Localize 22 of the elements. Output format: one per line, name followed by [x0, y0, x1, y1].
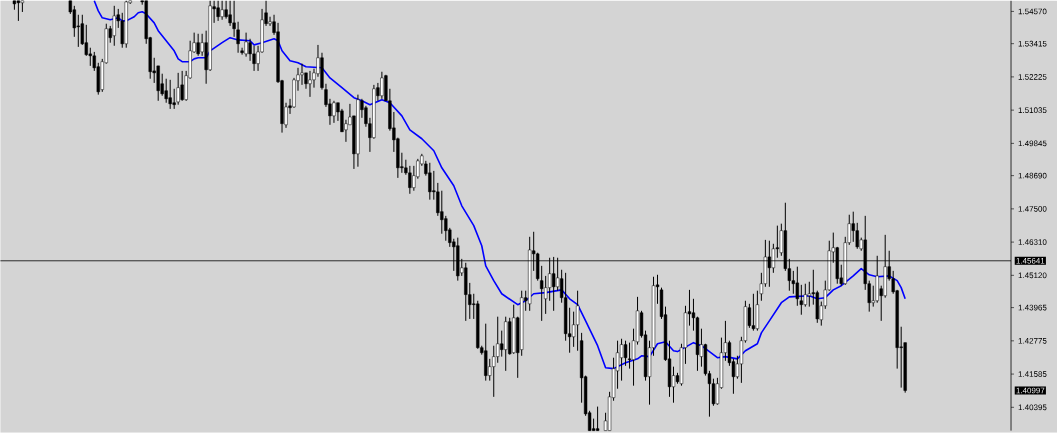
candlestick: [180, 70, 184, 102]
candlestick: [216, 0, 220, 22]
candlestick: [807, 281, 811, 308]
candlestick: [795, 266, 799, 307]
candlestick: [168, 79, 172, 110]
candlestick: [196, 33, 200, 57]
candlestick: [172, 88, 176, 110]
candlestick: [244, 32, 248, 58]
candlestick: [176, 72, 180, 106]
candlestick: [496, 316, 500, 364]
candlestick: [112, 5, 116, 47]
candlestick: [428, 162, 432, 201]
candlestick: [220, 0, 224, 21]
candlestick: [751, 293, 756, 332]
candlestick: [623, 340, 628, 367]
candlestick: [575, 290, 580, 352]
candlestick: [380, 71, 384, 100]
candlestick: [627, 342, 632, 370]
candlestick: [332, 100, 336, 124]
candlestick: [164, 78, 168, 104]
candlestick: [308, 70, 312, 98]
candlestick: [619, 338, 624, 382]
